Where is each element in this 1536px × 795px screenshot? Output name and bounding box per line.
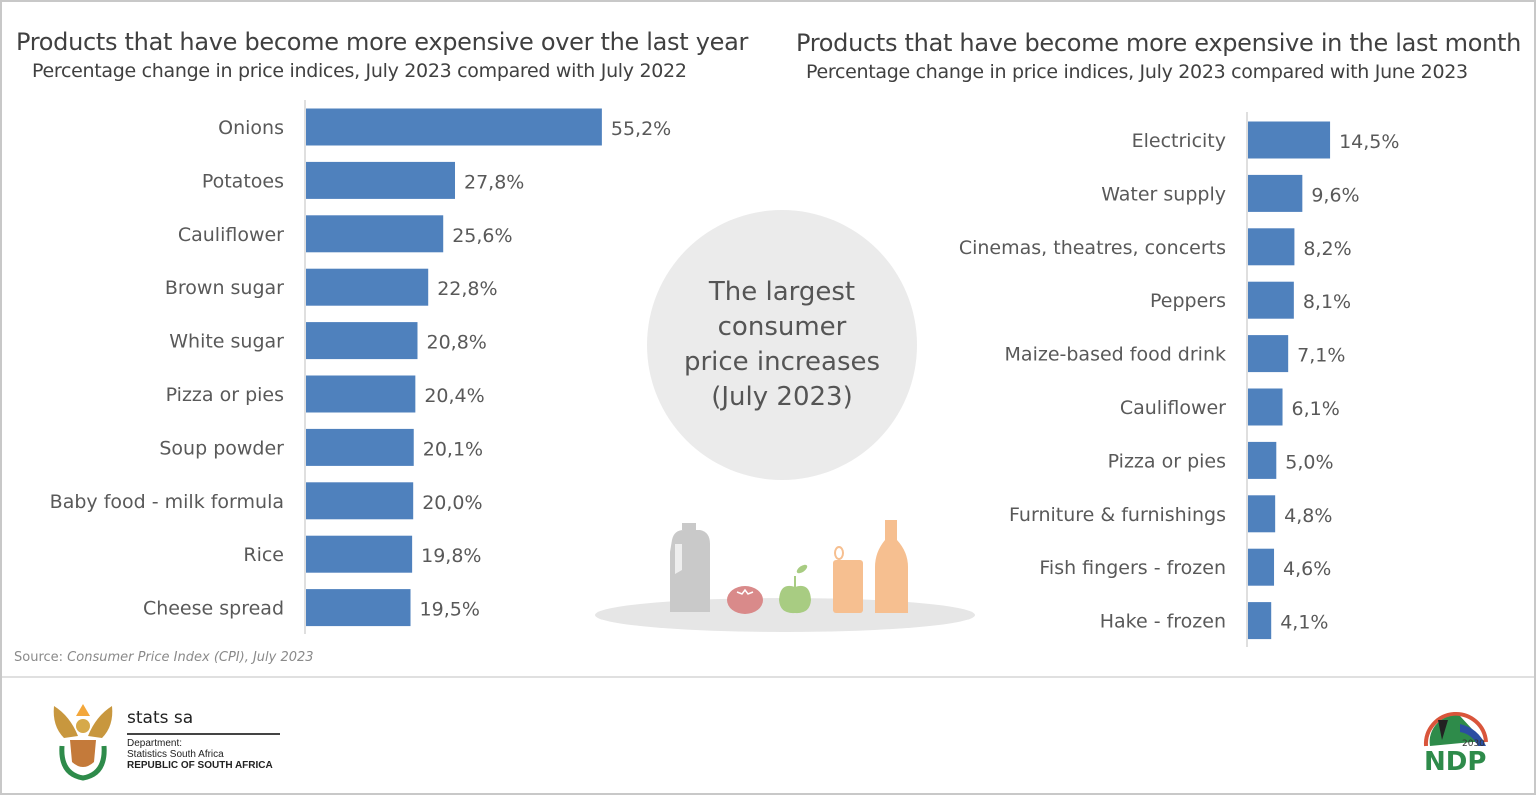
bar-9	[1248, 602, 1272, 640]
bottle-icon	[875, 520, 908, 613]
right-chart-title: Products that have become more expensive…	[796, 29, 1522, 57]
data-label: 55,2%	[611, 118, 671, 140]
bar-2	[306, 215, 444, 253]
dept-line1: Department:	[127, 738, 183, 749]
bar-3	[1248, 281, 1294, 319]
category-label: Rice	[243, 544, 284, 566]
category-label: Cheese spread	[143, 598, 284, 620]
bar-8	[306, 535, 413, 573]
data-label: 9,6%	[1311, 184, 1359, 206]
data-label: 25,6%	[452, 225, 512, 247]
bar-7	[1248, 495, 1276, 533]
ndp-year: 2030	[1462, 739, 1485, 749]
category-label: Potatoes	[202, 170, 284, 192]
category-label: Hake - frozen	[1100, 611, 1226, 633]
category-label: Cauliflower	[178, 224, 284, 246]
can-icon	[833, 546, 863, 613]
bar-0	[306, 108, 602, 146]
data-label: 20,1%	[423, 438, 483, 460]
ndp-2030-logo: 2030 NDP	[1423, 711, 1488, 774]
data-label: 19,5%	[420, 599, 480, 621]
data-label: 20,0%	[422, 492, 482, 514]
ndp-text: NDP	[1424, 747, 1486, 774]
category-label: Pizza or pies	[166, 384, 284, 406]
left-chart-title: Products that have become more expensive…	[16, 28, 749, 56]
data-label: 4,8%	[1284, 505, 1332, 527]
category-label: Fish fingers - frozen	[1039, 557, 1226, 579]
category-label: Pizza or pies	[1108, 450, 1226, 472]
stats-sa-underline	[127, 733, 280, 735]
data-label: 22,8%	[437, 278, 497, 300]
category-label: Soup powder	[159, 437, 284, 459]
right-bar-chart: Electricity 14,5% Water supply 9,6% Cinemas,…	[959, 112, 1399, 647]
category-label: Peppers	[1150, 290, 1226, 312]
bar-4	[306, 322, 418, 360]
bar-7	[306, 482, 414, 520]
footer-divider	[2, 676, 1534, 678]
apple-icon	[779, 564, 811, 614]
data-label: 20,8%	[426, 332, 486, 354]
bar-5	[1248, 388, 1283, 426]
stats-sa-name: stats sa	[127, 708, 194, 728]
right-chart-subtitle: Percentage change in price indices, July…	[806, 61, 1468, 83]
data-label: 4,6%	[1283, 558, 1331, 580]
bar-1	[306, 161, 456, 199]
data-label: 19,8%	[421, 545, 481, 567]
bar-3	[306, 268, 429, 306]
category-label: Onions	[218, 117, 284, 139]
category-label: Baby food - milk formula	[50, 491, 284, 513]
data-label: 20,4%	[424, 385, 484, 407]
center-callout: The largest consumer price increases (Ju…	[647, 210, 917, 480]
category-label: Electricity	[1132, 130, 1226, 152]
dept-line2: Statistics South Africa	[127, 749, 224, 760]
category-label: Cinemas, theatres, concerts	[959, 237, 1226, 259]
left-chart-subtitle: Percentage change in price indices, July…	[32, 60, 687, 82]
department-text: Department: Statistics South Africa REPU…	[127, 738, 273, 771]
data-label: 14,5%	[1339, 131, 1399, 153]
category-label: Cauliflower	[1120, 397, 1226, 419]
center-callout-text: The largest consumer price increases (Ju…	[683, 277, 881, 412]
left-bar-chart: Onions 55,2% Potatoes 27,8% Cauliflower 25,6%…	[50, 100, 671, 634]
bar-5	[306, 375, 416, 413]
data-label: 7,1%	[1297, 345, 1345, 367]
tomato-icon	[727, 586, 763, 614]
source-note: Source: Consumer Price Index (CPI), July…	[14, 650, 314, 665]
category-label: Brown sugar	[165, 277, 284, 299]
data-label: 4,1%	[1280, 612, 1328, 634]
source-text: Consumer Price Index (CPI), July 2023	[67, 650, 314, 665]
milk-jug-icon	[670, 523, 710, 612]
category-label: Maize-based food drink	[1005, 344, 1226, 366]
data-label: 8,1%	[1303, 291, 1351, 313]
bar-4	[1248, 335, 1289, 373]
data-label: 8,2%	[1303, 238, 1351, 260]
bar-1	[1248, 174, 1303, 212]
source-prefix: Source:	[14, 650, 68, 665]
coat-of-arms-logo	[53, 704, 113, 781]
bar-9	[306, 589, 411, 627]
category-label: Furniture & furnishings	[1009, 504, 1226, 526]
bar-0	[1248, 121, 1331, 159]
data-label: 5,0%	[1285, 451, 1333, 473]
country-name: REPUBLIC OF SOUTH AFRICA	[127, 760, 273, 771]
category-label: Water supply	[1101, 183, 1226, 205]
data-label: 27,8%	[464, 171, 524, 193]
bar-2	[1248, 228, 1295, 266]
bar-6	[1248, 441, 1277, 479]
data-label: 6,1%	[1292, 398, 1340, 420]
category-label: White sugar	[169, 331, 284, 353]
bar-6	[306, 428, 414, 466]
groceries-illustration	[595, 520, 975, 632]
bar-8	[1248, 548, 1275, 586]
